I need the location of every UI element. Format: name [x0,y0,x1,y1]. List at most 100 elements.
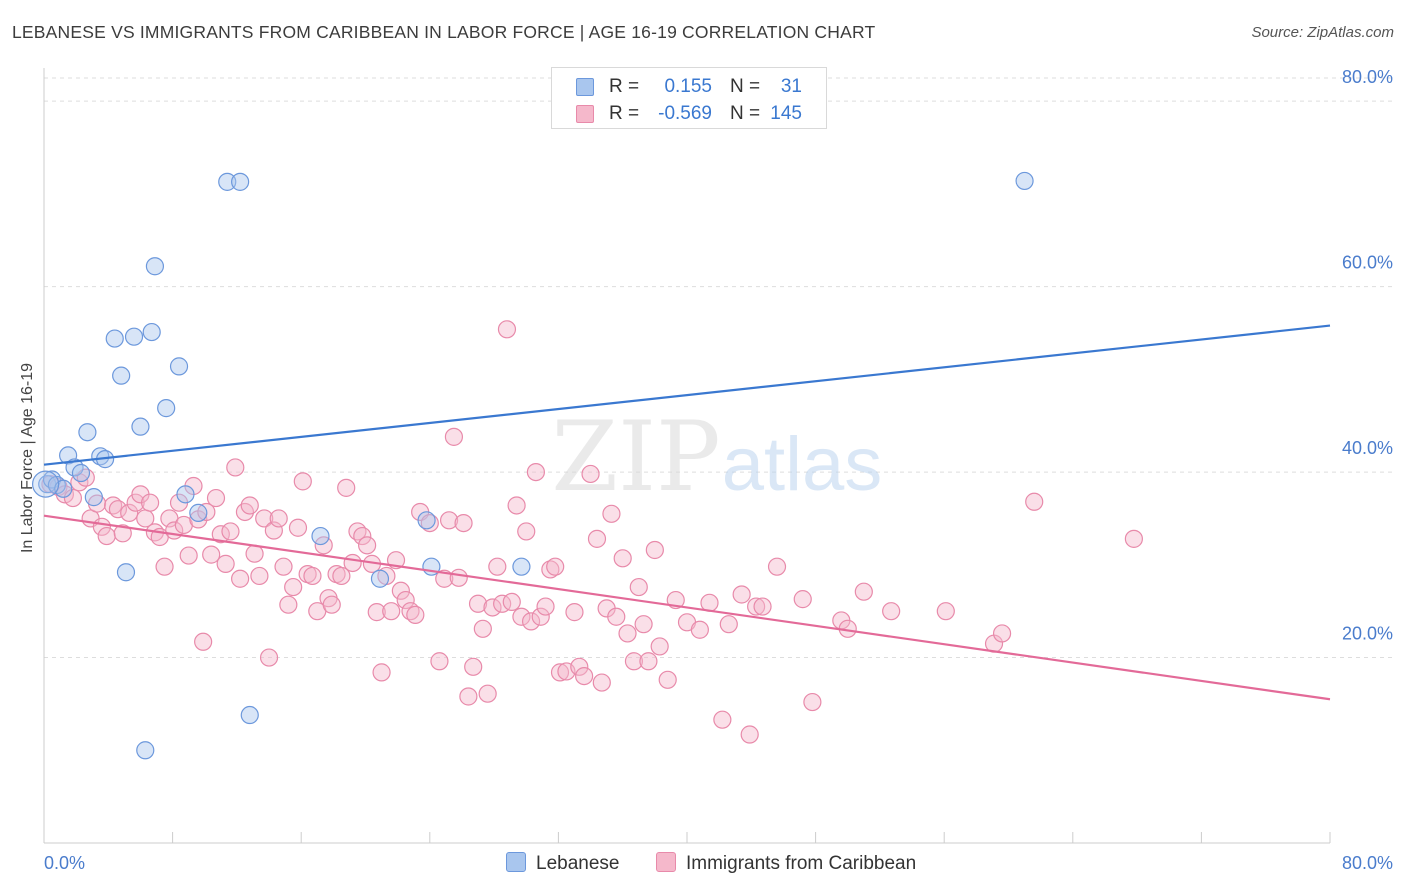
caribbean-point [618,624,637,643]
caribbean-point [732,585,751,604]
x-tick-label-end: 80.0% [1342,853,1393,873]
caribbean-point [449,568,468,587]
legend-item-caribbean[interactable]: Immigrants from Caribbean [656,852,916,875]
caribbean-point [454,513,473,533]
lebanese-swatch [576,78,594,96]
caribbean-point [216,554,235,573]
caribbean-point [854,582,873,601]
caribbean-point [420,513,439,533]
caribbean-point [690,620,709,639]
lebanese-point [176,485,195,504]
caribbean-point [1124,529,1143,548]
lebanese-point [112,366,131,385]
caribbean-point [240,496,259,515]
caribbean-point [526,462,545,482]
caribbean-point [372,663,391,682]
n-label: N = [730,76,761,97]
lebanese-point [512,557,531,576]
caribbean-point [245,544,264,563]
caribbean-point [713,710,732,729]
caribbean-point [507,496,526,515]
caribbean-point [221,522,240,541]
chart-title: LEBANESE VS IMMIGRANTS FROM CARIBBEAN IN… [12,22,876,42]
caribbean-point [140,493,160,512]
caribbean-point [512,607,531,626]
lebanese-point [218,172,237,191]
caribbean-point [322,595,341,614]
n-value: 145 [770,103,802,124]
caribbean-point [293,472,312,491]
lebanese-point [311,526,330,546]
legend-item-lebanese[interactable]: Lebanese [506,852,619,875]
n-value: 31 [780,76,802,97]
r-value: -0.569 [658,103,712,124]
caribbean-point [382,602,401,621]
caribbean-point [753,597,772,616]
caribbean-point [550,663,570,682]
caribbean-point [353,526,372,546]
caribbean-point [406,605,425,624]
caribbean-point [546,557,565,576]
caribbean-point [581,464,600,484]
caribbean-point [478,684,497,703]
caribbean-point [343,553,362,573]
caribbean-point [250,566,269,586]
legend: Lebanese Immigrants from Caribbean [0,852,1406,878]
lebanese-point [116,563,136,582]
caribbean-point [517,522,536,541]
lebanese-point [105,329,124,348]
lebanese-point [136,741,155,760]
lebanese-point [78,423,97,442]
lebanese-point [84,488,103,507]
watermark-atlas: atlas [722,422,883,507]
caribbean-point [206,488,226,508]
caribbean-point [565,603,584,622]
y-tick-label: 20.0% [1342,624,1393,644]
caribbean-point [719,615,738,634]
caribbean-point [803,692,822,712]
lebanese-point [145,257,165,276]
caribbean-point [767,557,787,576]
caribbean-point [226,458,245,477]
caribbean-point [358,536,377,555]
lebanese-trend-line [43,324,1331,466]
caribbean-point [793,590,812,609]
lebanese-point [131,417,150,436]
caribbean-point [179,546,198,565]
axis-layer [43,68,1331,844]
caribbean-point [587,529,607,548]
y-tick-label: 80.0% [1342,67,1393,87]
legend-swatch-lebanese [506,852,526,872]
caribbean-point [444,427,464,446]
caribbean-point [332,566,351,586]
caribbean-point [259,648,279,667]
lebanese-point [91,447,110,466]
caribbean-point [113,524,132,543]
lebanese-point-cluster [32,470,60,498]
caribbean-point [658,670,677,689]
caribbean-point [279,595,298,614]
caribbean-point [882,602,901,621]
caribbean-point [488,557,507,576]
chart-source: Source: ZipAtlas.com [1251,24,1394,41]
caribbean-point [274,557,293,576]
caribbean-point [483,598,502,617]
caribbean-point [624,652,644,671]
watermark-zip: ZIP [551,401,720,513]
caribbean-point [613,549,632,568]
caribbean-point [284,577,303,597]
caribbean-point [155,557,174,576]
caribbean-point [521,612,541,631]
trend-layer [43,324,1331,701]
caribbean-point [126,493,145,512]
caribbean-point [269,509,288,528]
caribbean-point [202,545,221,564]
caribbean-point [629,577,648,597]
stats-box: R = 0.155 N = 31 R = -0.569 N = 145 [551,67,827,129]
caribbean-point [337,478,356,497]
caribbean-point [639,652,658,671]
lebanese-point [124,327,144,346]
caribbean-point [468,594,488,613]
caribbean-point [391,581,410,600]
